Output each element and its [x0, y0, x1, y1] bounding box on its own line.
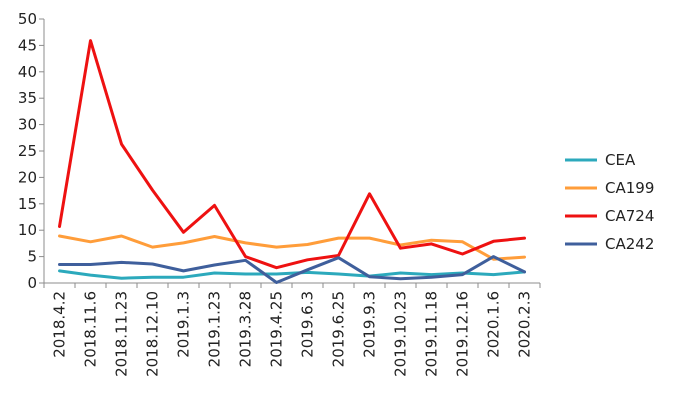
y-tick-label: 25: [18, 142, 37, 160]
chart-axes: 0 5 10 15 20 25 30 35 40 45 50 2018.4.2 2018.11.6 201…: [18, 10, 541, 377]
y-tick-label: 35: [18, 89, 37, 107]
y-tick-label: 40: [18, 63, 37, 81]
x-tick-label: 2019.6.3: [299, 291, 317, 358]
x-tick-label: 2019.9.3: [361, 291, 379, 358]
x-tick-label: 2018.12.10: [144, 291, 162, 377]
series-line-ca242: [58, 255, 526, 284]
y-tick-label: 20: [18, 168, 37, 186]
chart-legend: CEA CA199 CA724 CA242: [565, 151, 654, 253]
legend-label-ca199: CA199: [605, 179, 654, 197]
x-tick-label: 2018.4.2: [51, 291, 69, 358]
legend-label-ca242: CA242: [605, 235, 654, 253]
x-tick-label: 2020.2.3: [516, 291, 534, 358]
x-tick-label: 2019.6.25: [330, 291, 348, 367]
y-tick-label: 0: [27, 274, 37, 292]
series-line-cea: [58, 269, 526, 280]
x-tick-label: 2019.12.16: [454, 291, 472, 377]
y-tick-label: 45: [18, 36, 37, 54]
chart-series: [58, 39, 526, 284]
x-tick-label: 2020.1.6: [485, 291, 503, 358]
x-tick-label: 2019.10.23: [392, 291, 410, 377]
x-tick-label: 2019.1.3: [175, 291, 193, 358]
y-tick-label: 15: [18, 195, 37, 213]
x-tick-label: 2018.11.23: [113, 291, 131, 377]
y-tick-label: 30: [18, 116, 37, 134]
x-tick-label: 2019.3.28: [237, 291, 255, 367]
series-line-ca724: [58, 39, 526, 270]
x-tick-label: 2019.4.25: [268, 291, 286, 367]
legend-label-cea: CEA: [605, 151, 636, 169]
y-tick-label: 10: [18, 221, 37, 239]
y-tick-label: 50: [18, 10, 37, 28]
y-tick-label: 5: [27, 248, 37, 266]
series-line-ca199: [58, 234, 526, 261]
x-tick-label: 2019.1.23: [206, 291, 224, 367]
x-tick-label: 2019.11.18: [423, 291, 441, 377]
legend-label-ca724: CA724: [605, 207, 654, 225]
x-tick-label: 2018.11.6: [82, 291, 100, 367]
